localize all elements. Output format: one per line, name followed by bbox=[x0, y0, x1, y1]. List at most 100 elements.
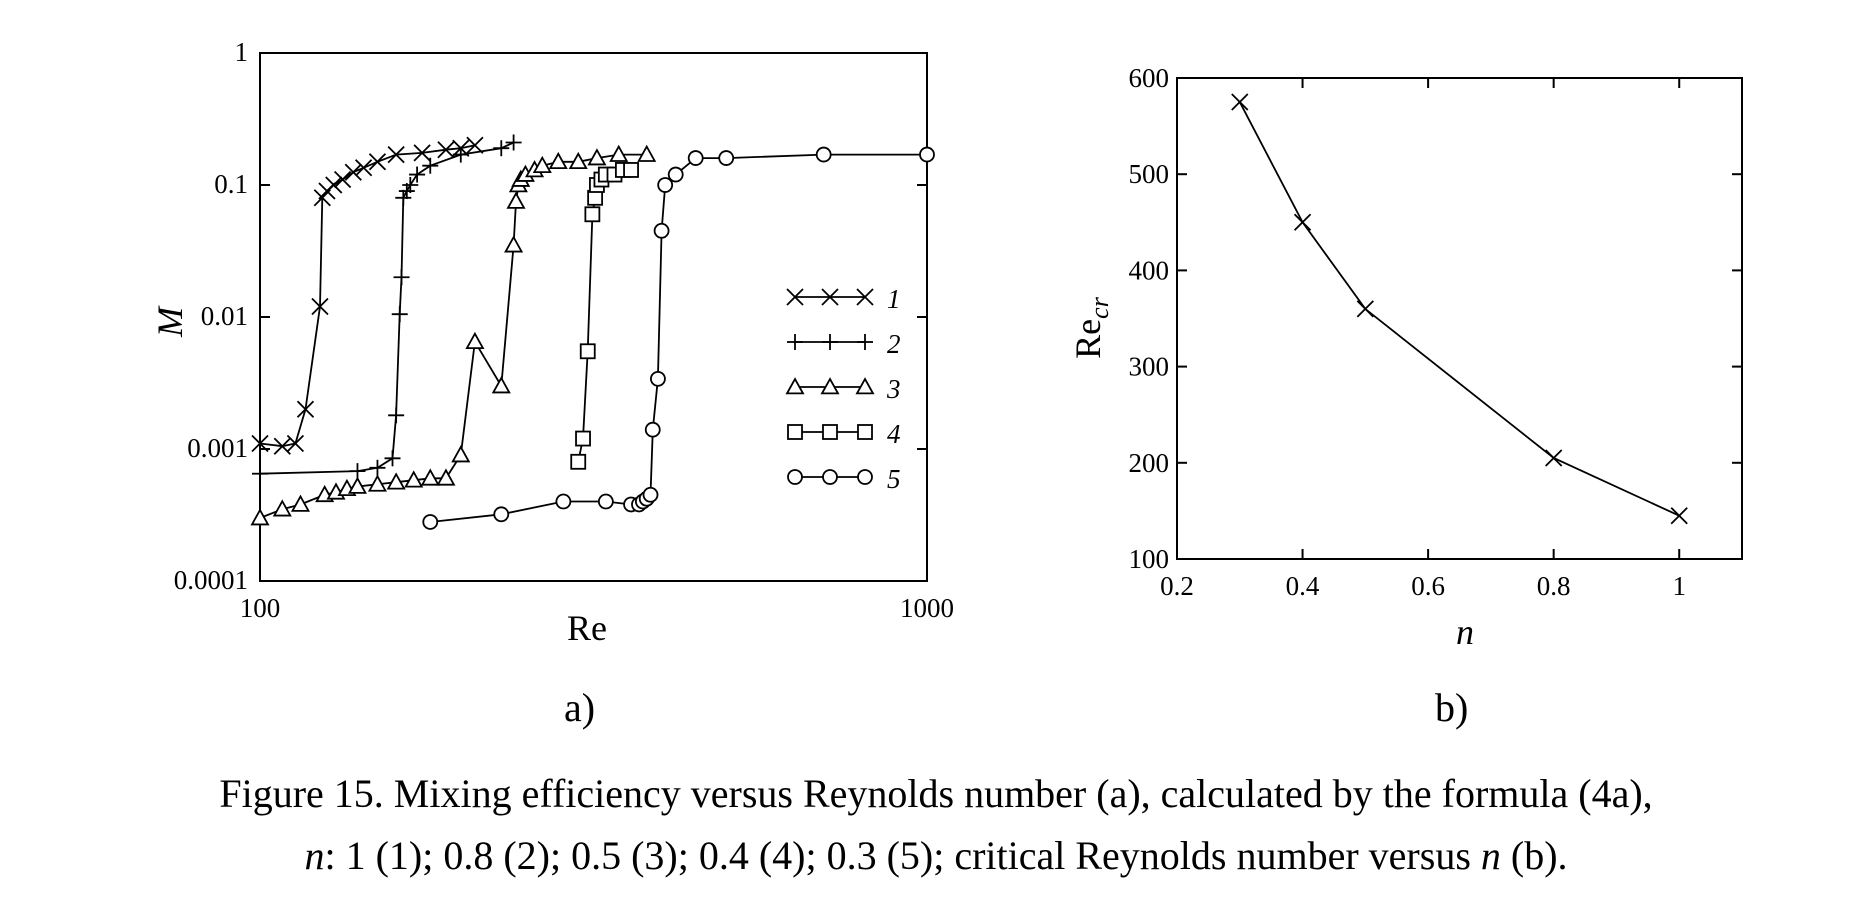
chart-a-series-1-point-4-stroke-2 bbox=[311, 297, 329, 316]
chart-a-series-3-point-21-shape bbox=[532, 155, 552, 174]
chart-a-x-axis-label: Re bbox=[567, 608, 607, 648]
chart-b-point-0-stroke-2 bbox=[1231, 93, 1249, 111]
chart-a-series-1-point-11-stroke-2 bbox=[368, 153, 387, 171]
chart-a-legend-item-3: 3 bbox=[785, 374, 901, 404]
chart-a-y-axis-label: M bbox=[150, 305, 190, 338]
chart-a-legend-marker-3-1-shape bbox=[820, 377, 840, 395]
chart-a-series-3-point-2 bbox=[290, 494, 311, 512]
caption-n-2: n bbox=[1480, 833, 1501, 878]
chart-a-series-3-point-11 bbox=[436, 468, 456, 486]
chart-b-y-tick-label-1: 200 bbox=[1129, 448, 1170, 478]
chart-a-series-1-point-10-stroke-2 bbox=[354, 159, 373, 177]
chart-a-series-5-point-15 bbox=[718, 150, 735, 166]
chart-a-legend-item-2: 2 bbox=[787, 329, 901, 359]
panel-a-label: a) bbox=[564, 685, 596, 730]
chart-a-series-3-point-9 bbox=[404, 470, 424, 488]
chart-a-legend-marker-1-1-stroke-2 bbox=[821, 288, 839, 306]
chart-a-series-5-point-8-shape bbox=[642, 486, 659, 503]
chart-a-series-5-point-11 bbox=[653, 222, 670, 239]
chart-a-series-5-point-15-shape bbox=[718, 150, 735, 166]
chart-a: 0.0001 0.001 0.01 0.1 1 100 1000 1 2 3 4 5 Re M bbox=[150, 37, 954, 648]
chart-a-legend-marker-4-2 bbox=[857, 424, 873, 440]
chart-a-legend-marker-2-0 bbox=[787, 334, 803, 350]
chart-a-series-5-point-16 bbox=[815, 146, 832, 163]
chart-a-series-5-point-13-shape bbox=[667, 166, 684, 183]
chart-a-series-3-point-25-shape bbox=[609, 144, 629, 162]
chart-a-legend-marker-3-2 bbox=[855, 377, 875, 395]
chart-a-x-tick-label-1: 1000 bbox=[900, 593, 954, 623]
chart-a-series-3-point-26 bbox=[637, 144, 657, 162]
chart-b-point-0 bbox=[1231, 93, 1249, 111]
chart-a-legend-label-1: 1 bbox=[887, 284, 901, 314]
chart-b-y-tick-label-2: 300 bbox=[1129, 352, 1170, 382]
chart-a-series-1-point-9-stroke-2 bbox=[344, 163, 362, 181]
chart-a-series-5-point-12-shape bbox=[657, 177, 674, 193]
chart-a-legend-marker-1-2 bbox=[856, 288, 874, 306]
chart-a-legend-marker-1-2-stroke-2 bbox=[856, 288, 874, 306]
chart-a-legend-marker-2-1 bbox=[822, 334, 838, 350]
chart-b-y-axis-label-main: Re bbox=[1068, 319, 1108, 359]
chart-b-x-tick-label-3: 0.8 bbox=[1537, 571, 1571, 601]
chart-a-series-3-point-22-shape bbox=[548, 151, 568, 170]
chart-a-legend-marker-3-0 bbox=[785, 377, 805, 395]
chart-a-series-5-point-16-shape bbox=[815, 146, 832, 163]
chart-a-series-3-point-23-shape bbox=[568, 151, 588, 170]
chart-a-series-3-point-25 bbox=[609, 144, 629, 162]
chart-a-series-5-point-8 bbox=[642, 486, 659, 503]
chart-a-series-1-point-14 bbox=[437, 141, 455, 159]
chart-a-series-3-point-21 bbox=[532, 155, 552, 174]
chart-a-series-5-point-9-shape bbox=[644, 421, 661, 438]
chart-a-series-2-point-13 bbox=[493, 140, 510, 157]
chart-a-series-5-point-10-shape bbox=[650, 370, 666, 387]
chart-b-point-4-stroke-2 bbox=[1670, 507, 1688, 525]
chart-a-series-2-point-9 bbox=[402, 177, 419, 193]
chart-a-series-3-point-15 bbox=[504, 235, 524, 253]
chart-a-series-3-point-13 bbox=[465, 331, 485, 349]
chart-a-series-2-point-3 bbox=[384, 450, 401, 467]
chart-b-frame bbox=[1176, 77, 1743, 560]
chart-a-series-2-point-11 bbox=[422, 157, 439, 174]
chart-a-series-2-point-4 bbox=[388, 407, 405, 424]
chart-a-series-2-point-7 bbox=[395, 189, 412, 206]
chart-a-legend-marker-3-1 bbox=[820, 377, 840, 395]
chart-a-y-tick-label-1: 0.001 bbox=[187, 433, 248, 463]
chart-a-series-1-point-7 bbox=[325, 176, 343, 194]
figure-caption-line-1: Figure 15. Mixing efficiency versus Reyn… bbox=[219, 771, 1653, 816]
chart-a-series bbox=[250, 134, 935, 530]
chart-a-series-1-point-3-stroke-2 bbox=[296, 400, 315, 418]
chart-a-series-1-point-2 bbox=[286, 434, 305, 453]
chart-a-series-2-point-0 bbox=[252, 465, 268, 482]
chart-a-series-5-point-12 bbox=[657, 177, 674, 193]
chart-a-series-4-point-2 bbox=[579, 343, 596, 360]
chart-b-series bbox=[1231, 93, 1688, 525]
chart-a-series-3-point-1-shape bbox=[272, 499, 292, 517]
chart-a-series-2 bbox=[252, 134, 522, 482]
chart-a-series-5-point-9 bbox=[644, 421, 661, 438]
chart-a-series-1-line bbox=[259, 144, 476, 448]
chart-a-series-4-point-3-shape bbox=[584, 206, 601, 223]
chart-a-series-2-line bbox=[259, 141, 514, 475]
chart-a-legend-label-3: 3 bbox=[886, 374, 901, 404]
caption-end: (b). bbox=[1500, 833, 1568, 878]
chart-a-legend-marker-3-0-shape bbox=[785, 377, 805, 395]
chart-a-series-3-point-0-shape bbox=[250, 508, 270, 526]
chart-b-x-tick-label-4: 1 bbox=[1672, 571, 1686, 601]
chart-a-series-5-point-14 bbox=[687, 150, 704, 166]
chart-a-series-5-point-13 bbox=[667, 166, 684, 183]
chart-a-series-3-point-16-shape bbox=[506, 191, 526, 209]
chart-a-series-1-point-0 bbox=[251, 434, 269, 453]
chart-a-series-1-point-4 bbox=[311, 297, 329, 316]
chart-a-series-4-point-0 bbox=[570, 453, 587, 470]
chart-b-y-tick-label-4: 500 bbox=[1129, 159, 1170, 189]
chart-b-x-tick-label-0: 0.2 bbox=[1160, 571, 1194, 601]
chart-a-series-3-point-6 bbox=[347, 476, 367, 494]
chart-a-series-3-point-2-shape bbox=[290, 494, 311, 512]
chart-a-series-3-point-15-shape bbox=[504, 235, 524, 253]
chart-a-legend-marker-5-2-shape bbox=[857, 469, 873, 485]
chart-a-legend-marker-4-1-shape bbox=[822, 424, 838, 440]
chart-a-series-1-point-11 bbox=[368, 153, 387, 171]
chart-a-series-5-point-11-shape bbox=[653, 222, 670, 239]
chart-a-series-5-point-0-shape bbox=[422, 514, 439, 530]
chart-a-legend: 1 2 3 4 5 bbox=[785, 284, 901, 494]
